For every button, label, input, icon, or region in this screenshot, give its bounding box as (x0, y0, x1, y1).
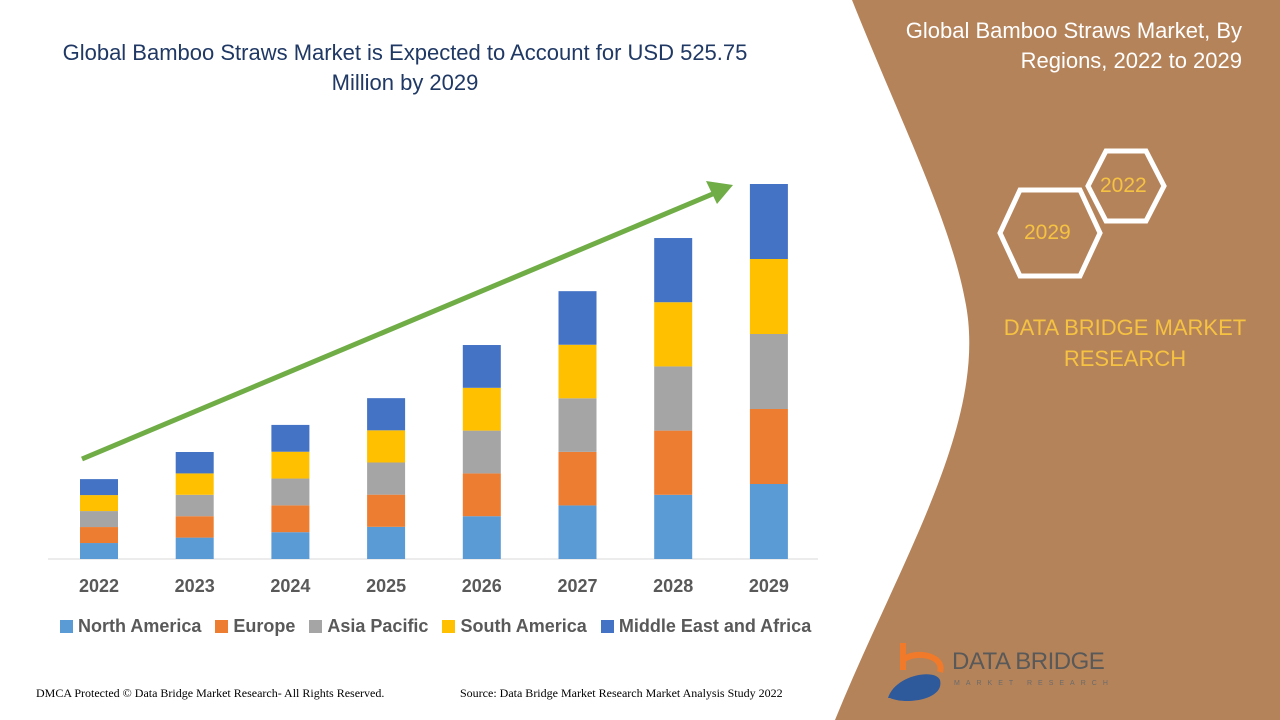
legend-item: North America (60, 616, 201, 637)
bar-2025-south-america (367, 430, 406, 463)
bar-2025-europe (367, 494, 406, 527)
x-tick-label: 2028 (653, 576, 693, 596)
bar-2026-europe (462, 473, 501, 517)
bar-2022-north-america (80, 543, 118, 559)
footer-source: Source: Data Bridge Market Research Mark… (460, 686, 783, 700)
bar-2028-europe (654, 430, 693, 495)
bar-2029-south-america (749, 259, 788, 334)
x-tick-label: 2026 (462, 576, 502, 596)
hex-label-2029: 2029 (1024, 221, 1071, 244)
bar-2027-middle-east-and-africa (558, 291, 597, 345)
x-tick-label: 2025 (366, 576, 406, 596)
chart: 2022 2023 2024 2025 2026 2027 2028 2029 (48, 181, 818, 596)
side-panel (835, 0, 1280, 720)
logo-subtext: MARKET RESEARCH (954, 680, 1114, 687)
legend-swatch (442, 620, 456, 633)
trend-arrow (81, 190, 716, 462)
bar-2023-north-america (175, 537, 214, 559)
bar-2026-north-america (462, 516, 501, 559)
bar-2027-europe (558, 451, 597, 506)
legend-item: Asia Pacific (309, 616, 428, 637)
bar-2026-asia-pacific (462, 430, 501, 474)
bar-2028-south-america (654, 302, 693, 367)
x-tick-label: 2027 (557, 576, 597, 596)
bar-2022-asia-pacific (80, 511, 118, 528)
hex-label-2022: 2022 (1100, 174, 1147, 197)
bar-2029-middle-east-and-africa (749, 184, 788, 259)
bar-2027-asia-pacific (558, 398, 597, 452)
legend-swatch (309, 620, 323, 633)
bar-2024-north-america (271, 532, 310, 559)
bar-2024-south-america (271, 451, 310, 479)
bar-2023-south-america (175, 473, 214, 495)
bar-2027-north-america (558, 505, 597, 559)
bar-2026-middle-east-and-africa (462, 345, 501, 388)
footer-copyright: DMCA Protected © Data Bridge Market Rese… (36, 686, 385, 700)
legend-item: South America (442, 616, 587, 637)
bar-2022-south-america (80, 495, 118, 512)
trend-arrowhead (706, 181, 733, 204)
hexagon-2029 (997, 187, 1103, 279)
legend-label: South America (460, 616, 587, 636)
bar-2024-middle-east-and-africa (271, 424, 310, 452)
bar-2022-europe (80, 527, 118, 544)
bar-2028-north-america (654, 494, 693, 559)
bar-2024-europe (271, 505, 310, 533)
x-tick-label: 2024 (270, 576, 310, 596)
legend-item: Middle East and Africa (600, 616, 812, 637)
bar-2025-north-america (367, 526, 406, 559)
x-tick-label: 2023 (175, 576, 215, 596)
chart-title: Global Bamboo Straws Market is Expected … (62, 40, 748, 95)
legend-item: Europe (215, 616, 295, 637)
x-tick-label: 2029 (749, 576, 789, 596)
brand-text: DATA BRIDGE MARKET RESEARCH (1003, 315, 1247, 371)
legend-label: Europe (233, 616, 296, 636)
logo-mark (888, 643, 944, 701)
bar-2026-south-america (462, 387, 501, 431)
bar-2028-asia-pacific (654, 366, 693, 431)
side-title: Global Bamboo Straws Market, By Regions,… (905, 18, 1242, 73)
bar-2023-asia-pacific (175, 494, 214, 517)
bar-2028-middle-east-and-africa (654, 238, 693, 303)
legend-label: North America (78, 616, 202, 636)
bar-2029-north-america (749, 484, 788, 559)
bar-2027-south-america (558, 344, 597, 399)
bar-2023-middle-east-and-africa (175, 452, 214, 474)
legend-swatch (60, 620, 73, 633)
hexagon-2022 (1085, 148, 1167, 224)
legend-label: Asia Pacific (327, 616, 429, 636)
logo-text: DATA BRIDGE (952, 648, 1105, 675)
legend-swatch (600, 620, 614, 633)
bar-2025-asia-pacific (367, 462, 406, 495)
x-tick-label: 2022 (79, 576, 119, 596)
bar-2024-asia-pacific (271, 478, 310, 506)
bar-2025-middle-east-and-africa (367, 398, 406, 431)
bar-2023-europe (175, 516, 214, 538)
legend: North America Europe Asia Pacific South Ame… (60, 616, 811, 637)
bar-2029-asia-pacific (749, 334, 788, 409)
bar-2022-middle-east-and-africa (80, 479, 118, 496)
legend-label: Middle East and Africa (618, 616, 812, 636)
legend-swatch (215, 620, 229, 633)
bar-2029-europe (749, 409, 788, 484)
